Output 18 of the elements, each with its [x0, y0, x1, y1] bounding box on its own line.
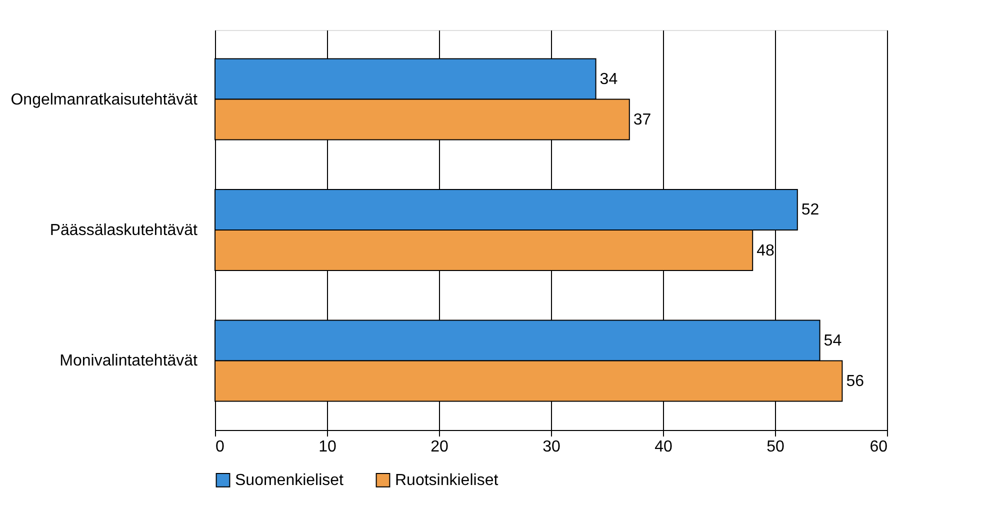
x-tick-label: 30	[542, 438, 560, 456]
data-label: 52	[801, 202, 820, 219]
x-tick-label: 10	[318, 438, 336, 456]
x-tick-label: 20	[430, 438, 448, 456]
y-tick-label: Päässälaskutehtävät	[50, 222, 198, 239]
data-label: 37	[633, 112, 652, 129]
data-label: 48	[756, 242, 774, 260]
x-tick-label: 50	[766, 438, 784, 456]
legend-label: Suomenkieliset	[235, 472, 344, 490]
legend-label: Ruotsinkieliset	[395, 472, 499, 490]
data-label: 54	[824, 332, 842, 350]
x-tick-label: 60	[870, 438, 888, 456]
data-label: 34	[600, 71, 618, 88]
x-tick-label: 0	[216, 438, 224, 456]
x-tick-label: 40	[654, 438, 672, 456]
data-label: 56	[846, 372, 864, 390]
y-tick-label: Monivalintatehtävät	[60, 352, 198, 370]
y-tick-label: Ongelmanratkaisutehtävät	[10, 91, 198, 108]
